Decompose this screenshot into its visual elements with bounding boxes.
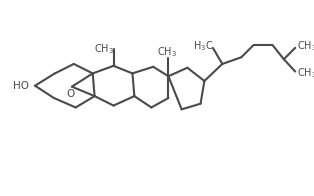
Text: H$_3$C: H$_3$C bbox=[193, 39, 214, 53]
Text: HO: HO bbox=[13, 81, 29, 91]
Text: CH$_3$: CH$_3$ bbox=[94, 42, 114, 56]
Text: O: O bbox=[66, 89, 74, 99]
Text: CH$_3$: CH$_3$ bbox=[296, 39, 314, 53]
Text: CH$_3$: CH$_3$ bbox=[296, 66, 314, 80]
Text: CH$_3$: CH$_3$ bbox=[156, 46, 176, 60]
